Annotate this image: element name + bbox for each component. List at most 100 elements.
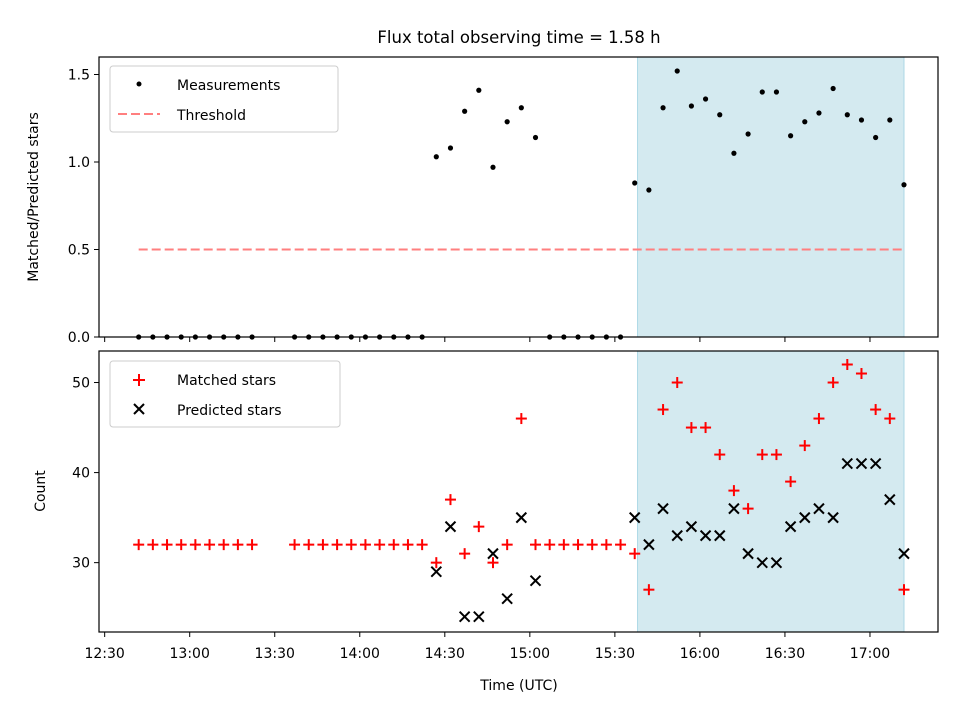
measurement-point [702,96,709,102]
bottom-x-tick-label: 15:30 [595,646,635,662]
predicted-star-point [784,520,797,533]
predicted-star-point [884,493,896,506]
measurement-point [887,117,893,123]
predicted-star-point [898,547,910,560]
matched-star-point [827,377,839,389]
predicted-star-point [629,511,641,524]
measurement-point [858,117,865,123]
bottom-y-axis: 30 40 50 [72,376,99,572]
predicted-star-point [742,547,754,560]
bottom-highlight-span [637,350,905,633]
measurement-point [504,119,510,125]
measurement-point [802,119,808,125]
legend-matched-label: Matched stars [177,373,276,389]
matched-star-point [204,539,216,551]
predicted-star-point [841,457,854,470]
matched-star-point [643,584,655,596]
measurement-point [731,150,737,156]
matched-star-point [671,377,683,389]
predicted-star-point [515,511,528,524]
measurement-point [745,131,751,137]
measurement-point [646,187,652,193]
measurement-point [433,154,439,160]
bottom-x-tick-label: 14:30 [425,646,465,662]
matched-star-point [246,539,258,551]
bottom-x-tick-label: 17:00 [850,646,890,662]
predicted-star-point [770,556,783,569]
measurement-point [518,105,524,111]
bottom-y-tick-label: 30 [72,556,90,572]
matched-star-point [416,539,428,551]
bottom-x-tick-label: 14:00 [340,646,380,662]
predicted-star-point [799,511,811,524]
measurement-point [844,112,850,118]
legend-measurements-marker [136,81,142,87]
predicted-star-point [855,457,868,470]
top-y-tick-label: 0.5 [68,243,90,259]
count-points [133,359,910,623]
matched-star-point [785,476,797,488]
matched-star-point [728,485,740,497]
matched-star-point [218,539,230,551]
legend-predicted-marker [133,403,145,415]
legend-measurements-label: Measurements [177,78,280,94]
matched-star-point [884,413,896,425]
measurement-point [447,145,454,151]
matched-star-point [317,539,329,551]
matched-star-point [770,449,782,461]
matched-star-point [572,539,584,551]
bottom-plot-frame [98,350,939,633]
matched-star-point [813,413,825,425]
predicted-star-point [473,610,485,623]
matched-star-point [331,539,343,551]
top-y-tick-label: 0.0 [68,330,90,346]
matched-star-point [345,539,357,551]
matched-star-point [289,539,301,551]
top-panel: 0.0 0.5 1.0 1.5 Matched/Predicted stars Mea… [26,56,939,346]
predicted-star-point [671,529,683,542]
matched-star-point [544,539,556,551]
measurement-point [788,133,794,139]
measurement-point [660,105,666,111]
matched-star-point [374,539,386,551]
matched-star-point [530,539,542,551]
matched-star-point [473,521,485,533]
top-plot-frame [98,56,939,338]
matched-star-point [402,539,414,551]
matched-star-point [841,359,853,371]
predicted-star-point [685,520,698,533]
measurement-point [759,89,765,95]
measurement-point [816,110,822,116]
matched-star-point [586,539,598,551]
matched-star-point [161,539,173,551]
measurement-point [773,89,780,95]
matched-star-point [388,539,400,551]
matched-star-point [685,422,697,434]
bottom-x-tick-label: 16:00 [680,646,720,662]
matched-star-point [657,404,669,416]
top-ylabel: Matched/Predicted stars [26,112,42,282]
predicted-star-point [756,556,768,569]
measurement-point [873,134,879,141]
matched-star-point [459,548,471,560]
matched-star-point [501,539,513,551]
bottom-ylabel: Count [33,470,49,512]
measurement-point [901,182,907,188]
matched-star-point [147,539,159,551]
bottom-legend: Matched stars Predicted stars [109,360,341,428]
top-y-tick-label: 1.5 [68,68,90,84]
predicted-star-point [714,529,726,542]
predicted-star-point [643,538,655,551]
predicted-star-point [699,529,712,542]
matched-star-point [189,539,201,551]
legend-threshold-label: Threshold [176,108,246,124]
matched-star-point [430,557,442,569]
top-legend: Measurements Threshold [109,65,339,133]
matched-star-point [756,449,768,461]
chart-title: Flux total observing time = 1.58 h [377,28,660,47]
measurement-point [717,112,723,118]
matched-star-point [615,539,627,551]
predicted-star-point [501,592,513,605]
matched-star-point [700,422,712,434]
